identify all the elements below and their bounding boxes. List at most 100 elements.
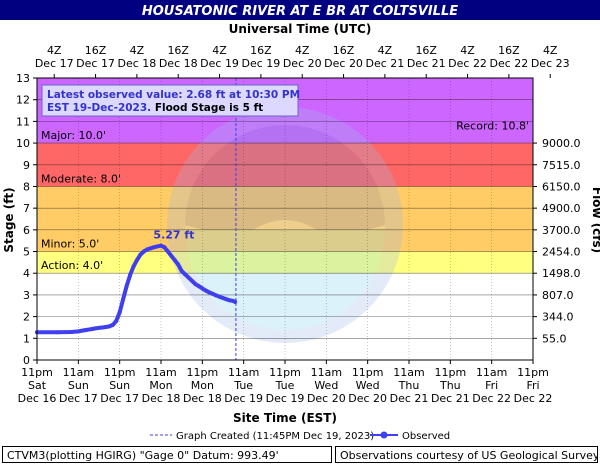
legend-observed-marker (380, 431, 388, 439)
observed-point (227, 298, 232, 303)
top-tick-time: 4Z (130, 44, 145, 57)
bottom-tick-day: Wed (356, 379, 380, 392)
observed-point (186, 275, 191, 280)
bottom-tick-date: Dec 16 (18, 392, 57, 405)
bottom-tick-day: Wed (314, 379, 338, 392)
y-tick-label: 2 (23, 311, 30, 324)
top-tick-date: Dec 19 (200, 57, 239, 70)
observed-point (148, 246, 153, 251)
top-tick-date: Dec 20 (324, 57, 363, 70)
y-tick-label: 9 (23, 159, 30, 172)
record-label: Record: 10.8' (456, 120, 529, 133)
legend-graph-created: Graph Created (11:45PM Dec 19, 2023) (176, 431, 374, 442)
bottom-tick-time: 11am (228, 366, 259, 379)
bottom-tick-time: 11pm (21, 366, 53, 379)
observed-point (200, 286, 205, 291)
top-tick-time: 4Z (378, 44, 393, 57)
bottom-tick-time: 11pm (517, 366, 549, 379)
bottom-tick-time: 11pm (269, 366, 301, 379)
latest-observation-line1: Latest observed value: 2.68 ft at 10:30 … (47, 89, 300, 101)
observed-point (117, 310, 122, 315)
top-tick-date: Dec 17 (76, 57, 115, 70)
observed-point (196, 284, 201, 289)
bottom-tick-time: 11pm (434, 366, 466, 379)
top-tick-date: Dec 20 (283, 57, 322, 70)
observed-point (233, 299, 238, 304)
flow-tick-label: 1498.0 (542, 267, 581, 280)
title-bar (0, 0, 600, 20)
observed-point (100, 325, 105, 330)
bottom-tick-day: Sat (28, 379, 47, 392)
observed-point (55, 330, 60, 335)
observed-point (203, 288, 208, 293)
observed-point (165, 249, 170, 254)
observed-point (183, 272, 188, 277)
y-tick-label: 4 (23, 267, 30, 280)
y-axis-right-label: Flow (cfs) (590, 187, 600, 253)
observed-point (172, 258, 177, 263)
bottom-tick-date: Dec 18 (183, 392, 222, 405)
bottom-tick-time: 11pm (104, 366, 136, 379)
bottom-tick-time: 11am (63, 366, 94, 379)
flow-tick-label: 55.0 (542, 332, 567, 345)
observed-point (177, 265, 182, 270)
flood-band-minor (37, 186, 533, 252)
observed-point (93, 326, 98, 331)
footer-datum: CTVM3(plotting HGIRG) "Gage 0" Datum: 99… (2, 446, 332, 463)
observed-point (69, 330, 74, 335)
legend: Graph Created (11:45PM Dec 19, 2023) Obs… (150, 431, 450, 442)
flow-tick-label: 7515.0 (542, 159, 581, 172)
observed-point (131, 264, 136, 269)
observed-point (221, 295, 225, 300)
footer-credit: Observations courtesy of US Geological S… (335, 446, 598, 463)
legend-observed: Observed (402, 431, 450, 442)
y-tick-label: 1 (23, 332, 30, 345)
bottom-tick-day: Tue (233, 379, 253, 392)
top-tick-date: Dec 21 (365, 57, 404, 70)
bottom-tick-time: 11am (476, 366, 507, 379)
top-tick-date: Dec 23 (531, 57, 570, 70)
top-tick-time: 16Z (85, 44, 107, 57)
bottom-tick-date: Dec 21 (431, 392, 470, 405)
y-axis-label: Stage (ft) (2, 187, 16, 252)
top-tick-date: Dec 22 (489, 57, 528, 70)
top-tick-time: 16Z (333, 44, 355, 57)
observed-point (141, 249, 146, 254)
top-tick-date: Dec 18 (117, 57, 156, 70)
observed-point (121, 297, 126, 302)
bottom-tick-date: Dec 21 (390, 392, 429, 405)
peak-label: 5.27 ft (153, 229, 194, 242)
chart-title: HOUSATONIC RIVER AT E BR AT COLTSVILLE (142, 4, 458, 19)
top-tick-date: Dec 21 (407, 57, 446, 70)
bottom-tick-date: Dec 22 (514, 392, 553, 405)
flood-band-label: Action: 4.0' (41, 259, 103, 272)
bottom-tick-date: Dec 22 (472, 392, 511, 405)
top-tick-date: Dec 18 (159, 57, 198, 70)
observed-point (152, 245, 157, 250)
bottom-tick-time: 11am (145, 366, 176, 379)
observed-point (76, 329, 81, 334)
top-axis-label: Universal Time (UTC) (229, 22, 372, 36)
bottom-tick-day: Fri (485, 379, 498, 392)
observed-point (169, 253, 174, 258)
y-tick-label: 0 (23, 354, 30, 367)
bottom-tick-date: Dec 20 (307, 392, 346, 405)
observed-point (224, 297, 229, 302)
observed-point (138, 252, 143, 257)
flow-tick-label: 807.0 (542, 289, 574, 302)
top-tick-date: Dec 22 (448, 57, 487, 70)
bottom-tick-day: Mon (191, 379, 214, 392)
top-tick-time: 4Z (543, 44, 558, 57)
bottom-tick-day: Sun (109, 379, 130, 392)
observed-point (110, 322, 115, 327)
y-tick-label: 7 (23, 202, 30, 215)
bottom-tick-day: Mon (149, 379, 172, 392)
flood-band-label: Major: 10.0' (41, 129, 106, 142)
flow-tick-label: 344.0 (542, 311, 574, 324)
bottom-tick-time: 11pm (352, 366, 384, 379)
observed-point (214, 293, 219, 298)
bottom-tick-date: Dec 18 (142, 392, 181, 405)
